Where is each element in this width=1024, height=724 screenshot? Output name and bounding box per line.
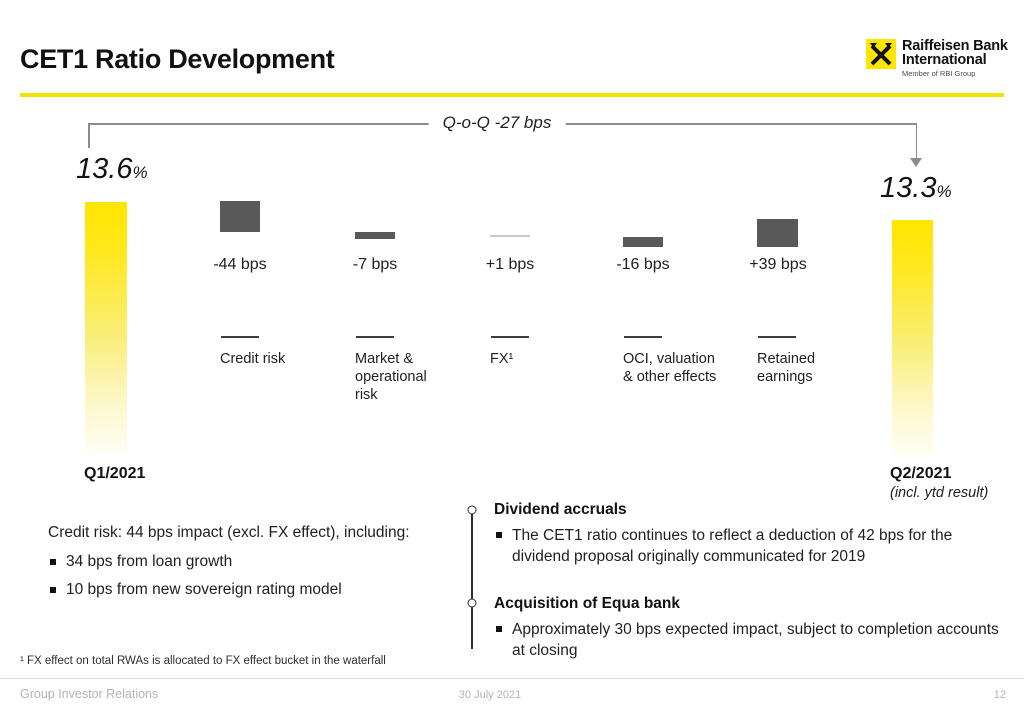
waterfall-bar-fx: [490, 235, 530, 237]
qoq-bracket-right-tick: [915, 123, 917, 159]
equa-bank-note: Acquisition of Equa bank Approximately 3…: [494, 595, 1014, 661]
step-value-credit-risk: -44 bps: [213, 256, 267, 273]
list-item: 34 bps from loan growth: [48, 552, 468, 572]
step-value-retained-earnings: +39 bps: [749, 256, 807, 273]
timeline-line: [471, 508, 473, 649]
step-value-fx: +1 bps: [485, 256, 535, 273]
raiffeisen-cross-icon: [866, 39, 896, 69]
equa-bank-heading: Acquisition of Equa bank: [494, 595, 681, 612]
page-title: CET1 Ratio Development: [20, 44, 335, 74]
category-dash: [624, 336, 662, 338]
end-ratio-value: 13.3%: [880, 172, 952, 204]
waterfall-bar-oci: [623, 237, 663, 247]
step-value-market-operational-risk: -7 bps: [352, 256, 398, 273]
footer-department: Group Investor Relations: [20, 687, 159, 701]
waterfall-end-bar: [892, 220, 933, 455]
waterfall-bar-credit-risk: [220, 201, 260, 232]
waterfall-bar-market-operational-risk: [355, 232, 395, 239]
category-label-market-operational-risk: Market & operational risk: [355, 351, 427, 403]
start-ratio-value: 13.6%: [76, 153, 148, 185]
dividend-accruals-heading: Dividend accruals: [494, 501, 627, 518]
bullet-icon: [496, 626, 502, 632]
category-label-credit-risk: Credit risk: [220, 351, 286, 367]
timeline-dot: [467, 598, 477, 608]
footer-divider: [0, 678, 1024, 679]
logo-tagline: Member of RBI Group: [902, 69, 976, 78]
waterfall-start-bar: [85, 202, 127, 453]
category-dash: [356, 336, 394, 338]
logo-name-line2: International: [902, 52, 987, 68]
logo-text: Raiffeisen Bank International Member of …: [902, 39, 1008, 78]
category-dash: [221, 336, 259, 338]
qoq-bracket-left-tick: [88, 123, 90, 148]
period-sublabel-q2: (incl. ytd result): [890, 485, 989, 501]
category-dash: [758, 336, 796, 338]
period-label-q1: Q1/2021: [84, 465, 146, 482]
period-label-q2: Q2/2021: [890, 465, 952, 482]
list-item: The CET1 ratio continues to reflect a de…: [494, 525, 1014, 567]
credit-risk-note-heading: Credit risk: 44 bps impact (excl. FX eff…: [48, 524, 410, 541]
title-underline: [20, 93, 1004, 97]
down-arrow-icon: [910, 158, 922, 167]
bullet-icon: [50, 587, 56, 593]
waterfall-bar-retained-earnings: [757, 219, 798, 247]
list-item: Approximately 30 bps expected impact, su…: [494, 619, 1014, 661]
credit-risk-note: Credit risk: 44 bps impact (excl. FX eff…: [48, 524, 468, 600]
footer-page-number: 12: [993, 689, 1006, 701]
category-label-fx: FX¹: [490, 351, 514, 367]
logo-name-line1: Raiffeisen Bank: [902, 38, 1008, 54]
bullet-icon: [50, 559, 56, 565]
step-value-oci: -16 bps: [616, 256, 670, 273]
footnote: ¹ FX effect on total RWAs is allocated t…: [20, 655, 386, 667]
list-item: 10 bps from new sovereign rating model: [48, 580, 468, 600]
timeline-dot: [467, 505, 477, 515]
category-label-oci: OCI, valuation & other effects: [623, 351, 717, 385]
category-dash: [491, 336, 529, 338]
bullet-icon: [496, 532, 502, 538]
dividend-accruals-note: Dividend accruals The CET1 ratio continu…: [494, 501, 1014, 567]
qoq-change-label: Q-o-Q -27 bps: [428, 113, 566, 133]
company-logo: Raiffeisen Bank International Member of …: [866, 39, 1008, 78]
category-label-retained-earnings: Retained earnings: [757, 351, 816, 385]
footer-date: 30 July 2021: [458, 689, 522, 701]
